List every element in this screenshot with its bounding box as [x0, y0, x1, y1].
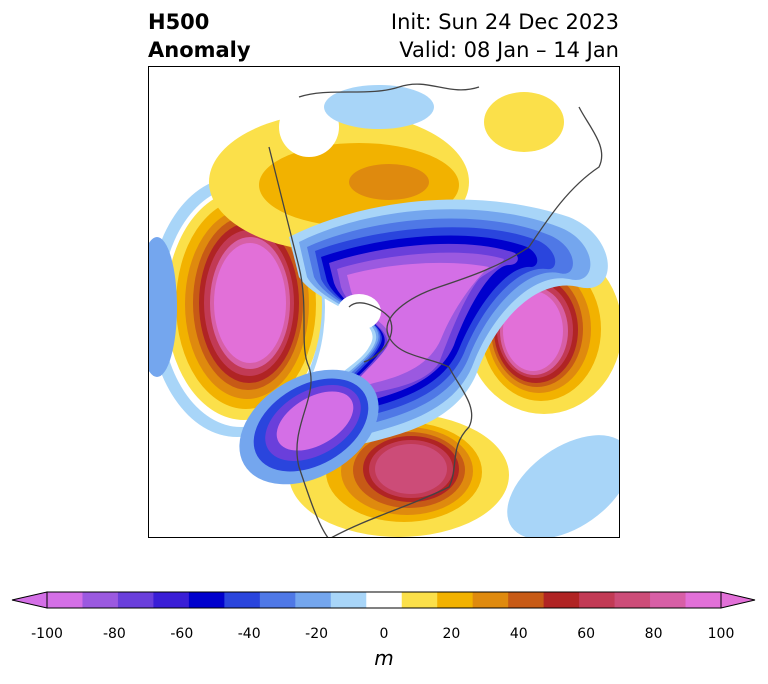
colorbar-segment: [224, 592, 261, 608]
colorbar: [11, 591, 756, 609]
colorbar-tick-label: -60: [170, 626, 194, 642]
light-blue-patches: [149, 85, 619, 537]
colorbar-segment: [47, 592, 83, 608]
colorbar-segment: [188, 592, 225, 608]
colorbar-tick-label: 0: [379, 626, 389, 642]
valid-period: Valid: 08 Jan – 14 Jan: [399, 38, 619, 62]
init-time: Init: Sun 24 Dec 2023: [390, 10, 619, 34]
colorbar-segment: [153, 592, 190, 608]
colorbar-segment: [614, 592, 651, 608]
colorbar-segment: [401, 592, 438, 608]
colorbar-tick-label: -80: [102, 626, 126, 642]
colorbar-segment: [330, 592, 367, 608]
colorbar-under-arrow: [11, 591, 48, 609]
colorbar-tick-label: 80: [644, 626, 663, 642]
colorbar-segment: [472, 592, 509, 608]
colorbar-tick-label: -40: [237, 626, 261, 642]
colorbar-tick-label: 40: [509, 626, 528, 642]
colorbar-segment: [366, 592, 403, 608]
colorbar-segment: [117, 592, 154, 608]
map-title-right: Init: Sun 24 Dec 2023 Valid: 08 Jan – 14…: [391, 8, 619, 64]
colorbar-segment: [543, 592, 580, 608]
colorbar-tick-label: -20: [305, 626, 329, 642]
map-title-left: H500 Anomaly: [148, 8, 251, 64]
colorbar-segment: [650, 592, 687, 608]
colorbar-outline: [46, 591, 722, 609]
western-us-trough-anomaly: [239, 369, 379, 485]
colorbar-segment: [685, 592, 722, 608]
colorbar-segment: [259, 592, 296, 608]
colorbar-tick-label: 60: [577, 626, 596, 642]
anomaly-map: [149, 83, 619, 537]
variable-type: Anomaly: [148, 38, 251, 62]
colorbar-tick-label: -100: [31, 626, 63, 642]
colorbar-unit-label: m: [374, 646, 394, 670]
colorbar-segment: [508, 592, 545, 608]
colorbar-tick-label: 100: [707, 626, 735, 642]
colorbar-segments: [47, 592, 722, 608]
colorbar-segment: [82, 592, 119, 608]
colorbar-segment: [437, 592, 474, 608]
variable-name: H500: [148, 10, 210, 34]
colorbar-over-arrow: [720, 591, 756, 609]
map-panel: [148, 66, 620, 538]
colorbar-segment: [579, 592, 616, 608]
pacific-ridge-anomaly: [149, 177, 325, 437]
coastlines: [268, 83, 603, 537]
colorbar-segment: [295, 592, 332, 608]
colorbar-tick-label: 20: [442, 626, 461, 642]
